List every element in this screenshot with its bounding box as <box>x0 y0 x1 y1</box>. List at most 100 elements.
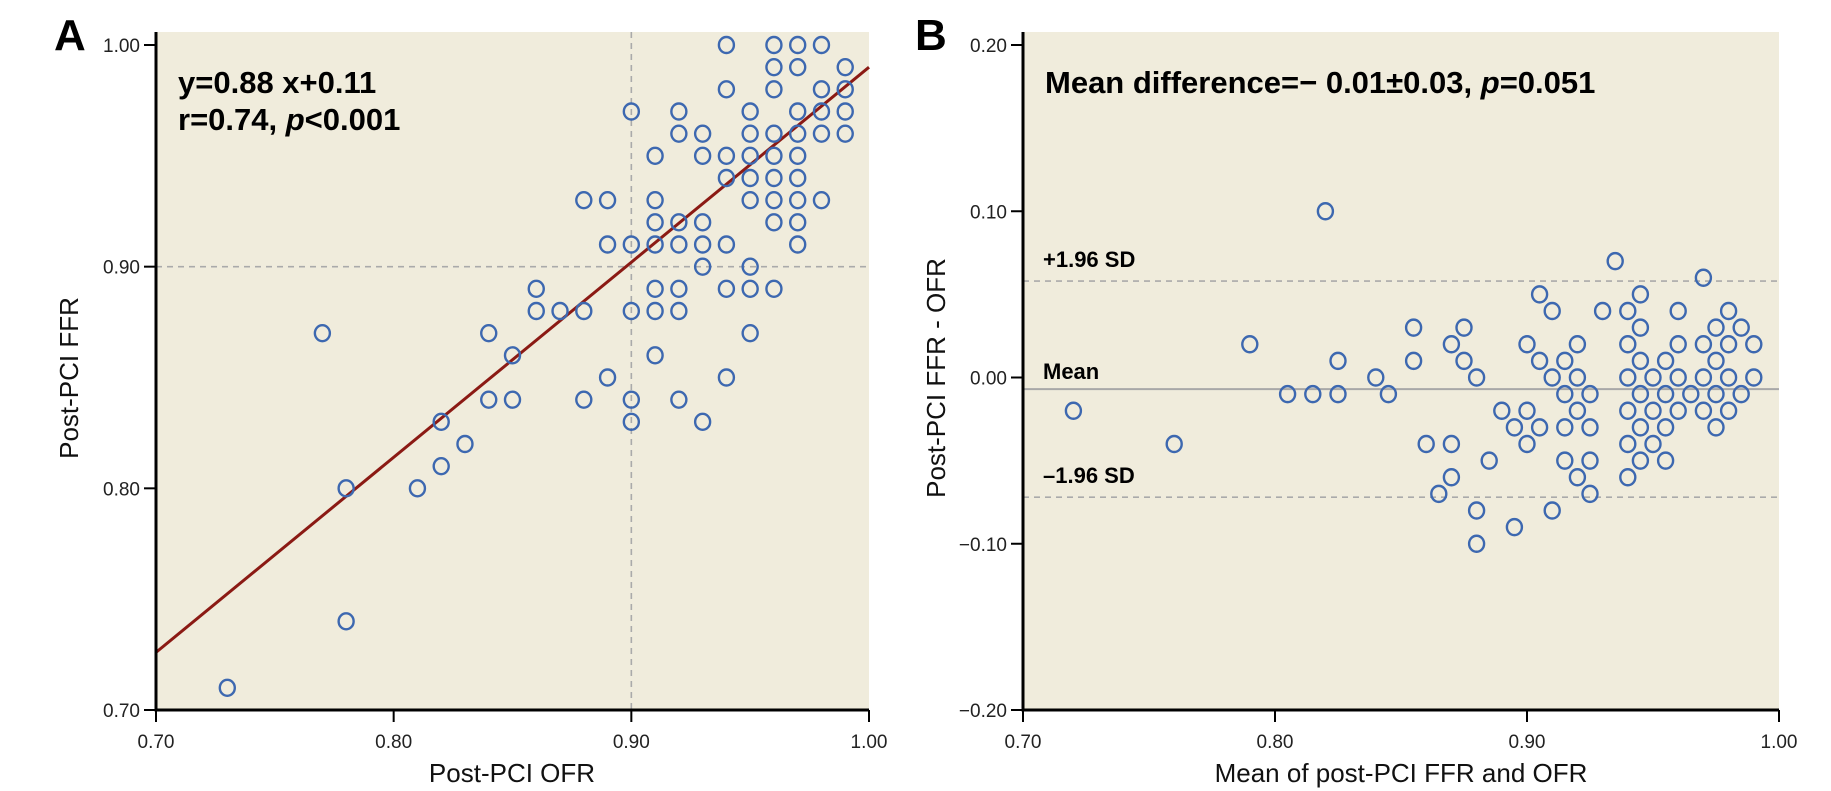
panel-a-data-point <box>836 124 854 143</box>
panel-a-data-point <box>575 190 593 210</box>
panel-a-letter: A <box>54 11 86 60</box>
panel-a-reference-lines <box>156 32 869 710</box>
panel-a-data-point <box>503 390 522 409</box>
panel-a-x-tick-label: 0.70 <box>138 732 175 753</box>
panel-a-data-point <box>765 80 783 99</box>
panel-a-data-point <box>598 190 617 210</box>
panel-a-axes: 0.70 0.80 0.90 1.00 0.70 0.80 0.90 1.00 <box>103 32 887 753</box>
panel-a-data-point <box>551 301 569 321</box>
panel-b-data-point <box>1631 351 1650 371</box>
panel-b-data-point <box>1745 368 1763 387</box>
panel-a-data-point <box>836 102 854 121</box>
panel-b-data-point <box>1518 401 1536 420</box>
panel-b-data-point <box>1467 368 1486 387</box>
panel-a-data-point <box>693 213 712 232</box>
panel-a-data-point <box>765 35 783 55</box>
panel-a-data-point <box>765 146 783 166</box>
panel-a-data-point <box>646 301 664 321</box>
panel-b-data-point <box>1568 335 1587 354</box>
panel-a-p-value: <0.001 <box>305 102 401 137</box>
panel-b-y-tick-label: −0.10 <box>959 535 1007 556</box>
panel-a-data-point <box>789 124 807 143</box>
panel-b-data-point <box>1556 351 1574 371</box>
panel-b-data-point <box>1719 301 1738 321</box>
panel-a-data-point <box>741 168 759 188</box>
panel-b-x-tick-label: 0.80 <box>1257 732 1294 753</box>
panel-b-data-point <box>1669 401 1687 420</box>
upper-loa-label: +1.96 SD <box>1043 247 1135 272</box>
panel-a-data-point <box>765 279 783 299</box>
panel-a-data-point <box>741 146 759 166</box>
panel-b-p-symbol: p <box>1480 65 1500 100</box>
panel-a-data-point <box>337 479 355 498</box>
panel-a-x-label: Post-PCI OFR <box>429 758 595 788</box>
panel-b-data-point <box>1619 434 1637 454</box>
panel-b-data-point <box>1480 451 1498 470</box>
panel-a-data-point <box>527 279 545 299</box>
panel-a-data-point <box>670 235 688 254</box>
panel-a-y-tick-label: 1.00 <box>103 36 140 57</box>
panel-b-data-point <box>1656 384 1675 404</box>
panel-a: A 0.70 0.80 0.90 1.00 0.70 0.80 0.90 1.00 y=0.8… <box>54 11 887 788</box>
panel-b-data-point <box>1669 368 1687 387</box>
panel-b-data-point <box>1707 351 1725 371</box>
panel-b-y-tick-label: 0.00 <box>970 369 1007 390</box>
panel-a-data-point <box>646 279 664 299</box>
panel-a-x-tick-label: 0.80 <box>375 732 412 753</box>
panel-a-data-point <box>432 412 450 432</box>
panel-a-data-point <box>622 102 641 121</box>
panel-a-data-point <box>717 168 736 188</box>
panel-a-data-point <box>741 323 759 343</box>
panel-a-data-point <box>741 102 759 121</box>
panel-b-data-point <box>1619 335 1637 354</box>
panel-a-data-point <box>598 235 617 254</box>
panel-a-data-point <box>836 80 854 99</box>
panel-b-x-tick-label: 0.70 <box>1005 732 1042 753</box>
panel-a-correlation: r=0.74, p<0.001 <box>178 102 400 137</box>
panel-b-data-point <box>1619 368 1637 387</box>
panel-a-data-point <box>646 213 664 232</box>
panel-b-data-point <box>1719 368 1738 387</box>
panel-a-data-point <box>812 102 831 121</box>
panel-b-data-point <box>1505 517 1524 537</box>
panel-a-data-point <box>741 190 759 210</box>
mean-label: Mean <box>1043 359 1099 384</box>
panel-a-y-tick-label: 0.70 <box>103 701 140 722</box>
panel-b-data-point <box>1379 384 1398 404</box>
panel-a-y-tick-label: 0.90 <box>103 258 140 279</box>
panel-b-data-point <box>1631 384 1650 404</box>
panel-a-data-point <box>456 434 474 454</box>
panel-a-data-point <box>693 412 712 432</box>
panel-b-data-point <box>1719 335 1738 354</box>
panel-b-data-point <box>1694 268 1713 287</box>
panel-b-data-point <box>1644 401 1662 420</box>
panel-b-x-tick-label: 1.00 <box>1761 732 1798 753</box>
panel-a-data-point <box>432 456 450 476</box>
panel-b-data-point <box>1304 384 1322 404</box>
panel-b-data-point <box>1493 401 1511 420</box>
panel-b-data-point <box>1707 318 1725 337</box>
panel-b-mean-difference: Mean difference=− 0.01±0.03, p=0.051 <box>1045 65 1595 100</box>
panel-b-y-tick-label: −0.20 <box>959 701 1007 722</box>
panel-b-data-point <box>1455 318 1473 337</box>
panel-b-axes: 0.70 0.80 0.90 1.00 −0.20 −0.10 0.00 0.10 0.20 <box>959 32 1798 753</box>
panel-a-data-point <box>646 235 664 254</box>
panel-b-data-point <box>1404 318 1423 337</box>
panel-b-y-label: Post-PCI FFR - OFR <box>921 258 951 498</box>
panel-a-data-point <box>812 80 831 99</box>
panel-b-data-point <box>1530 351 1549 371</box>
panel-a-data-point <box>717 235 736 254</box>
panel-a-data-point <box>765 124 783 143</box>
panel-b-data-point <box>1745 335 1763 354</box>
panel-b-letter: B <box>915 11 947 60</box>
panel-b-agreement-lines <box>1023 280 1779 499</box>
panel-b-data-point <box>1694 401 1713 420</box>
panel-b-data-point <box>1631 451 1650 470</box>
panel-a-data-point <box>717 368 736 387</box>
panel-b-data-point <box>1707 418 1725 437</box>
panel-b-data-point <box>1669 335 1687 354</box>
panel-b-x-tick-label: 0.90 <box>1509 732 1546 753</box>
panel-a-data-point <box>693 146 712 166</box>
panel-a-data-point <box>598 368 617 387</box>
